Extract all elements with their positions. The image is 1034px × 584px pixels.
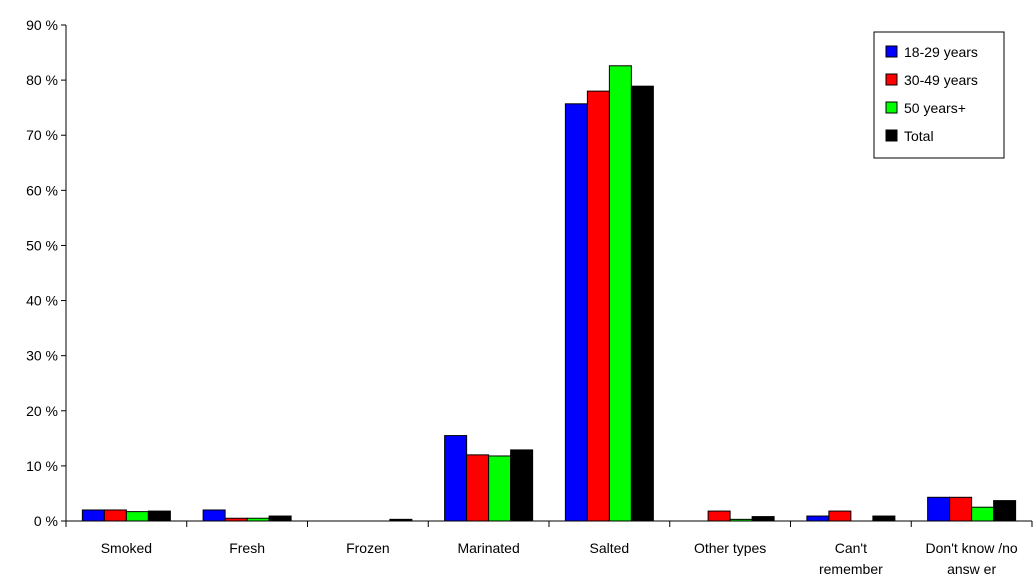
- bar: [806, 515, 830, 522]
- bar: [751, 516, 775, 522]
- legend-swatch: [885, 45, 898, 58]
- y-tick-label: 80 %: [26, 72, 58, 88]
- x-category-label: answ er: [947, 561, 996, 577]
- y-tick-label: 30 %: [26, 348, 58, 364]
- bar: [147, 510, 171, 522]
- legend-label: 18-29 years: [904, 44, 978, 60]
- bar: [971, 506, 995, 522]
- bar: [81, 509, 105, 522]
- y-tick-label: 0 %: [34, 513, 58, 529]
- bar: [828, 510, 852, 522]
- bar: [949, 496, 973, 522]
- legend-label: Total: [904, 128, 934, 144]
- legend-swatch: [885, 101, 898, 114]
- legend-label: 50 years+: [904, 100, 966, 116]
- y-tick-label: 90 %: [26, 17, 58, 33]
- bar: [444, 435, 468, 522]
- x-category-label: Can't: [835, 540, 867, 556]
- bar: [466, 454, 490, 522]
- x-category-label: remember: [819, 561, 883, 577]
- x-category-label: Salted: [590, 540, 630, 556]
- y-tick-label: 60 %: [26, 182, 58, 198]
- bar: [389, 518, 413, 522]
- legend-label: 30-49 years: [904, 72, 978, 88]
- x-category-label: Don't know /no: [926, 540, 1018, 556]
- y-tick-label: 50 %: [26, 237, 58, 253]
- bar: [564, 103, 588, 522]
- bar: [608, 65, 632, 522]
- bar: [224, 517, 248, 522]
- bar: [488, 455, 512, 522]
- x-category-label: Other types: [694, 540, 766, 556]
- y-tick-label: 70 %: [26, 127, 58, 143]
- legend-swatch: [885, 73, 898, 86]
- bar: [927, 496, 951, 522]
- y-tick-label: 40 %: [26, 293, 58, 309]
- legend-swatch: [885, 129, 898, 142]
- bar: [103, 509, 127, 522]
- bar: [586, 90, 610, 522]
- bar: [630, 85, 654, 522]
- y-tick-label: 20 %: [26, 403, 58, 419]
- x-category-label: Smoked: [101, 540, 152, 556]
- bar: [125, 511, 149, 522]
- bar: [993, 500, 1017, 522]
- x-category-label: Marinated: [457, 540, 519, 556]
- x-category-label: Fresh: [229, 540, 265, 556]
- x-category-label: Frozen: [346, 540, 390, 556]
- bar: [510, 449, 534, 522]
- y-tick-label: 10 %: [26, 458, 58, 474]
- bar: [202, 509, 226, 522]
- bar: [707, 510, 731, 522]
- bar: [872, 515, 896, 522]
- bar: [268, 515, 292, 522]
- bar: [729, 518, 753, 522]
- bar: [246, 517, 270, 522]
